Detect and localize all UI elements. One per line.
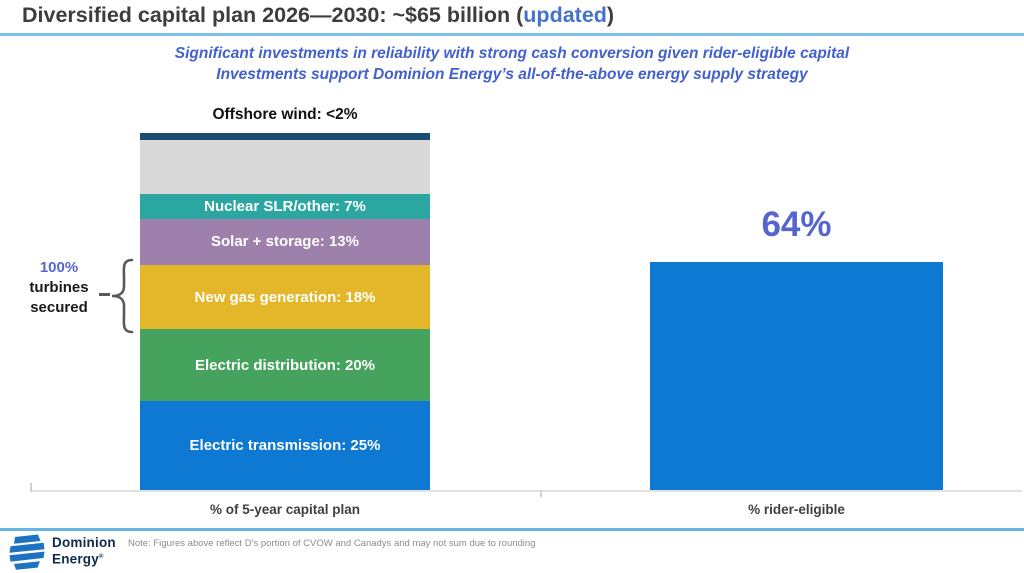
offshore-wind-callout: Offshore wind: <2% — [212, 106, 358, 123]
registered-mark: ® — [98, 554, 104, 560]
page-title-updated-highlight: updated — [523, 3, 607, 27]
x-axis-tick-middle — [540, 490, 542, 497]
rider-bar-value-label: 64% — [761, 205, 832, 244]
segment-label: Electric distribution: 20% — [194, 356, 376, 374]
segment-electric-transmission: Electric transmission: 25% — [140, 400, 430, 490]
rider-bar-column — [650, 133, 943, 490]
annotation-100pct: 100% — [39, 259, 79, 276]
x-axis-tick-left — [30, 483, 32, 492]
segment-label: New gas generation: 18% — [194, 288, 376, 306]
page-title: Diversified capital plan 2026—2030: ~$65… — [22, 3, 614, 28]
x-axis-line — [30, 490, 1022, 492]
logo-line-energy: Energy® — [52, 551, 104, 567]
x-axis-label-rider-eligible: % rider-eligible — [748, 502, 845, 517]
segment-offshore-wind — [140, 133, 430, 141]
segment-new-gas-generation: New gas generation: 18% — [140, 265, 430, 330]
subtitle: Significant investments in reliability w… — [0, 43, 1024, 85]
dominion-energy-wordmark: Dominion Energy® — [52, 536, 116, 567]
segment-electric-distribution: Electric distribution: 20% — [140, 329, 430, 401]
segment-label: Electric transmission: 25% — [189, 436, 381, 454]
page-title-text: Diversified capital plan 2026—2030: ~$65… — [22, 3, 524, 27]
curly-brace-icon — [111, 258, 134, 334]
title-underline-rule — [0, 33, 1024, 36]
dominion-energy-logo-icon — [9, 534, 45, 570]
stacked-bar: Nuclear SLR/other: 7% Solar + storage: 13… — [140, 133, 430, 490]
annotation-connector-dash — [99, 293, 110, 296]
segment-solar-storage: Solar + storage: 13% — [140, 218, 430, 266]
subtitle-line-1: Significant investments in reliability w… — [174, 45, 850, 62]
annotation-turbines: turbines — [29, 279, 89, 296]
rider-bar — [650, 261, 943, 490]
segment-unlabeled — [140, 140, 430, 194]
annotation-secured: secured — [30, 299, 88, 316]
x-axis-label-capital-plan: % of 5-year capital plan — [209, 502, 361, 517]
footer-separator-rule — [0, 528, 1024, 531]
segment-label: Nuclear SLR/other: 7% — [204, 197, 366, 215]
logo-line-dominion: Dominion — [52, 535, 116, 550]
page-title-close-paren: ) — [606, 3, 615, 27]
segment-label: Solar + storage: 13% — [211, 233, 359, 251]
subtitle-line-2: Investments support Dominion Energy’s al… — [216, 66, 808, 83]
segment-nuclear-slr-other: Nuclear SLR/other: 7% — [140, 193, 430, 219]
footnote: Note: Figures above reflect D’s portion … — [128, 538, 536, 549]
turbines-secured-annotation: 100% turbines secured — [18, 258, 100, 318]
